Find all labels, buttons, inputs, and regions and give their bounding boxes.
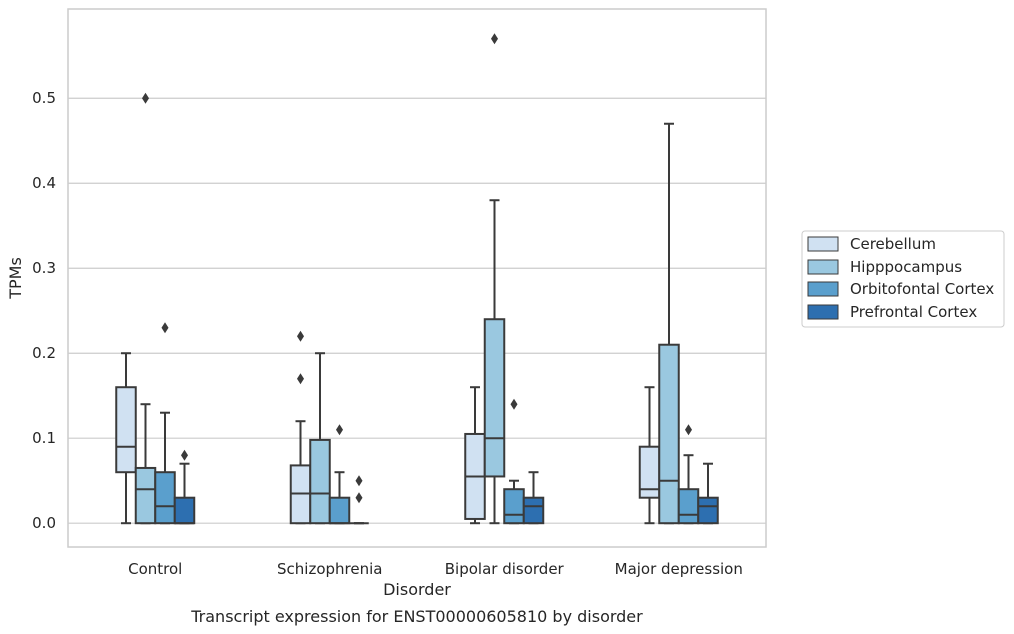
box-group xyxy=(309,352,331,525)
x-tick-label: Control xyxy=(128,560,182,578)
box-iqr xyxy=(309,438,331,525)
box-group xyxy=(115,352,137,525)
outlier-point xyxy=(161,322,169,334)
outlier-point xyxy=(355,492,363,504)
x-axis-ticks: Control Schizophrenia Bipolar disorder Majo… xyxy=(128,560,743,578)
legend-frame xyxy=(801,230,1005,328)
box-group xyxy=(697,462,719,525)
box-group xyxy=(638,386,661,525)
box-group xyxy=(328,424,351,525)
box-iqr xyxy=(115,386,137,474)
x-tick-label: Schizophrenia xyxy=(277,560,382,578)
y-axis-ticks: 0.0 0.1 0.2 0.3 0.4 0.5 xyxy=(32,89,56,532)
box-iqr xyxy=(483,318,506,478)
box-group xyxy=(483,33,506,525)
y-tick-label: 0.5 xyxy=(32,89,56,107)
plot-frame xyxy=(67,8,767,548)
box-iqr xyxy=(503,488,525,525)
legend-swatch-orbitofrontal xyxy=(807,281,839,297)
outlier-point xyxy=(181,449,188,461)
y-tick-label: 0.3 xyxy=(32,259,56,277)
outlier-point xyxy=(142,92,149,104)
x-axis-label: Disorder xyxy=(383,580,451,599)
outlier-point xyxy=(355,475,363,487)
y-tick-label: 0.1 xyxy=(32,429,56,447)
box-group xyxy=(154,322,176,525)
box-group xyxy=(134,92,157,525)
y-tick-label: 0.0 xyxy=(32,514,56,532)
box-iqr xyxy=(328,496,351,525)
outlier-point xyxy=(336,424,343,436)
box-iqr xyxy=(697,496,719,525)
legend-swatch-hippocampus xyxy=(807,259,839,275)
legend-label-cerebellum: Cerebellum xyxy=(850,235,936,253)
outlier-point xyxy=(510,398,518,410)
outlier-point xyxy=(297,330,304,342)
y-tick-label: 0.2 xyxy=(32,344,56,362)
box-iqr xyxy=(658,343,680,525)
box-group xyxy=(522,471,545,525)
legend: Cerebellum Hipppocampus Orbitofontal Cor… xyxy=(801,230,1005,328)
box-group xyxy=(289,330,312,525)
box-group xyxy=(173,449,196,525)
box-iqr xyxy=(173,496,196,525)
y-axis-label: TPMs xyxy=(6,257,25,300)
outlier-point xyxy=(491,33,498,45)
box-group xyxy=(349,475,369,525)
outlier-point xyxy=(685,424,692,436)
box-iqr xyxy=(134,466,157,525)
box-group xyxy=(677,424,700,525)
box-group xyxy=(503,398,525,525)
box-group xyxy=(658,122,680,525)
box-group xyxy=(464,386,486,525)
outlier-point xyxy=(297,373,304,385)
chart-caption: Transcript expression for ENST0000060581… xyxy=(190,607,643,626)
legend-swatch-cerebellum xyxy=(807,236,839,252)
y-tick-label: 0.4 xyxy=(32,174,56,192)
legend-label-orbitofrontal: Orbitofontal Cortex xyxy=(850,280,994,298)
x-tick-label: Major depression xyxy=(615,560,743,578)
legend-swatch-prefrontal xyxy=(807,304,839,320)
box-series xyxy=(115,33,719,525)
legend-label-prefrontal: Prefrontal Cortex xyxy=(850,303,977,321)
box-iqr xyxy=(522,496,545,525)
box-iqr xyxy=(154,471,176,525)
x-tick-label: Bipolar disorder xyxy=(445,560,565,578)
legend-label-hippocampus: Hipppocampus xyxy=(850,258,962,276)
box-iqr xyxy=(677,488,700,525)
